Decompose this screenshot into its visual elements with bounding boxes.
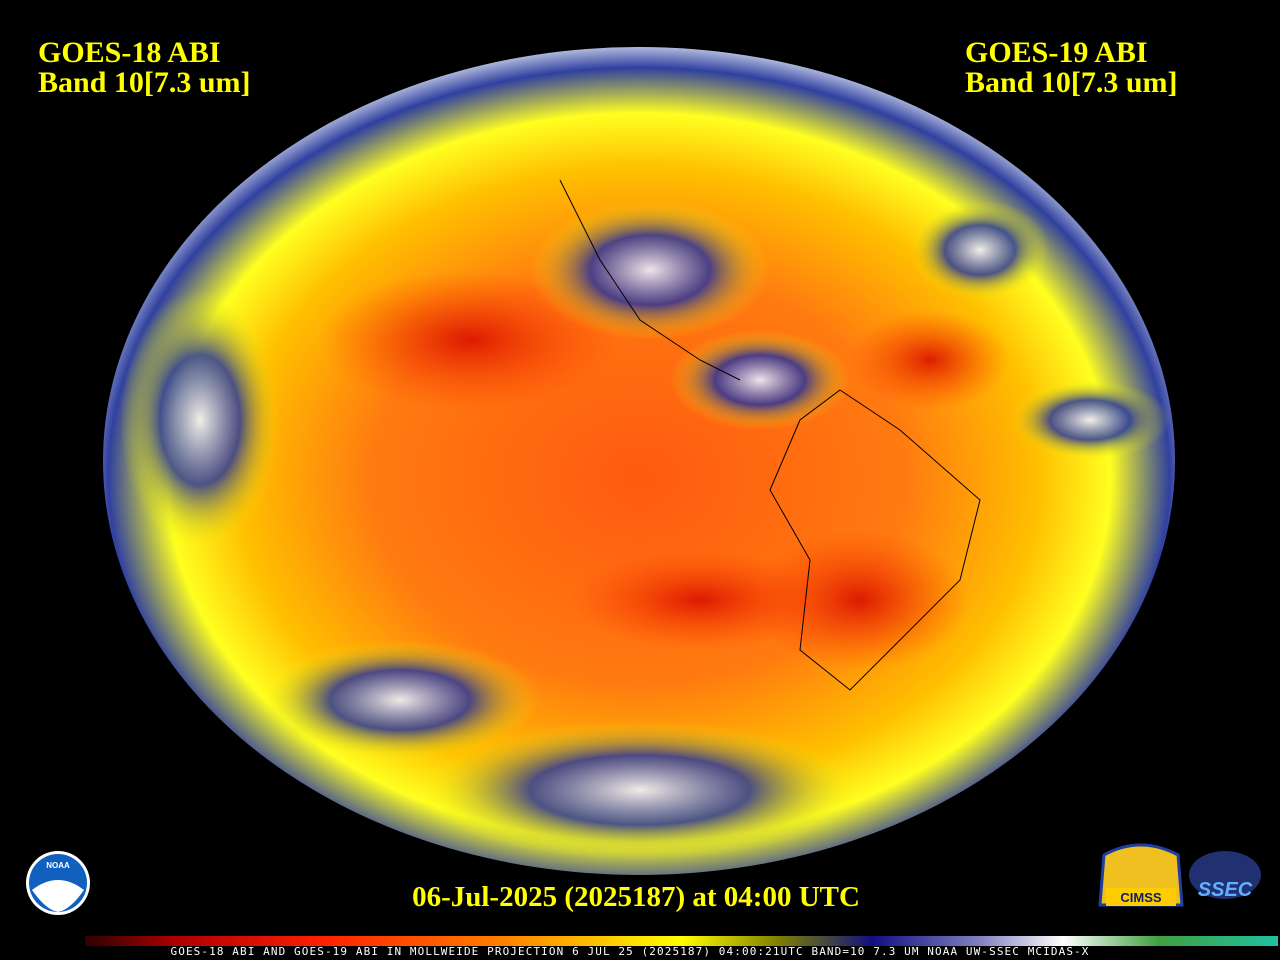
noaa-text: NOAA	[46, 861, 70, 870]
footer-caption: GOES-18 ABI AND GOES-19 ABI IN MOLLWEIDE…	[171, 945, 1090, 958]
moist-region	[670, 330, 850, 430]
right-satellite: GOES-19 ABI	[965, 36, 1148, 69]
logo-band	[1106, 888, 1176, 906]
logo-gull	[32, 880, 84, 912]
moist-region	[1010, 380, 1170, 460]
coastline	[769, 389, 981, 691]
ssec-text: SSEC	[1198, 879, 1253, 901]
logo-disk	[1189, 851, 1261, 899]
globe	[103, 47, 1175, 875]
noaa-logo: NOAA	[26, 851, 90, 915]
dry-region	[850, 310, 1010, 410]
moist-region	[530, 200, 770, 340]
moist-region	[910, 200, 1050, 300]
cimss-text: CIMSS	[1120, 890, 1162, 905]
right-band: Band 10[7.3 um]	[965, 66, 1178, 99]
moist-region	[260, 640, 540, 760]
cimss-logo: CIMSS	[1098, 843, 1184, 907]
coastline	[559, 179, 741, 381]
left-band: Band 10[7.3 um]	[38, 66, 251, 99]
timestamp: 06-Jul-2025 (2025187) at 04:00 UTC	[412, 881, 860, 913]
dry-region	[320, 270, 620, 410]
dry-region	[750, 530, 970, 670]
left-satellite: GOES-18 ABI	[38, 36, 221, 69]
dry-region	[570, 550, 830, 650]
ssec-logo: SSEC	[1189, 851, 1261, 901]
color-bar	[85, 936, 1278, 946]
moist-region	[420, 720, 860, 860]
moist-region	[120, 290, 280, 550]
